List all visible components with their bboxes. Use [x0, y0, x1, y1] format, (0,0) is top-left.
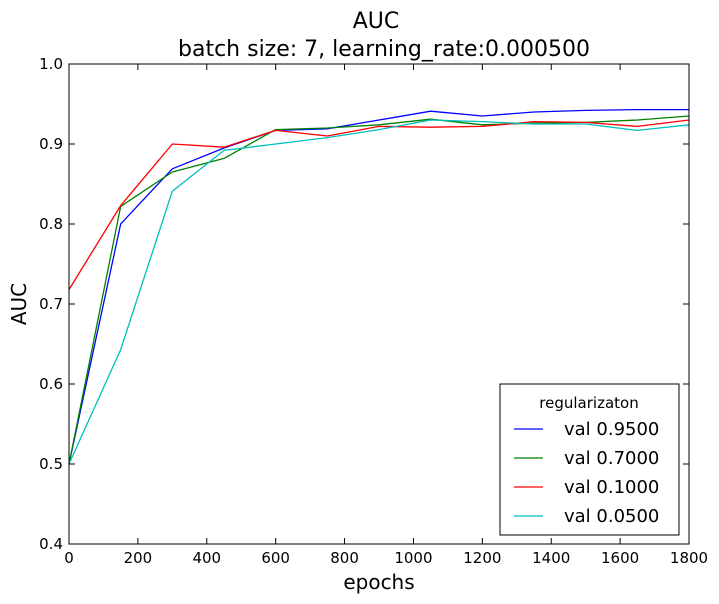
y-tick-label: 1.0	[39, 55, 63, 73]
x-tick-label: 1600	[601, 549, 639, 567]
y-axis: 0.4 0.5 0.6 0.7 0.8 0.9 1.0	[39, 55, 689, 553]
legend-entries: val 0.9500 val 0.7000 val 0.1000 val 0.0500	[514, 419, 659, 527]
x-tick-label: 600	[261, 549, 290, 567]
legend-label-4: val 0.0500	[564, 506, 659, 527]
y-tick-label: 0.5	[39, 455, 63, 473]
x-tick-label: 0	[64, 549, 74, 567]
x-tick-label: 1800	[670, 549, 708, 567]
chart-subtitle: batch size: 7, learning_rate:0.000500	[178, 37, 590, 62]
chart-title: AUC	[353, 9, 400, 34]
y-tick-label: 0.6	[39, 375, 63, 393]
y-tick-label: 0.9	[39, 135, 63, 153]
x-tick-label: 400	[192, 549, 221, 567]
legend-title: regularizaton	[539, 394, 638, 412]
y-tick-label: 0.8	[39, 215, 63, 233]
x-tick-label: 1400	[532, 549, 570, 567]
x-axis: 0 200 400 600 800 1000 1200 1400 1600 1800	[64, 64, 708, 567]
legend-label-2: val 0.7000	[564, 448, 659, 469]
x-tick-label: 1000	[394, 549, 432, 567]
y-tick-label: 0.7	[39, 295, 63, 313]
legend-label-1: val 0.9500	[564, 419, 659, 440]
y-axis-label: AUC	[7, 283, 31, 325]
series-line-3	[68, 119, 690, 290]
series-line-1	[68, 108, 689, 465]
legend-label-3: val 0.1000	[564, 477, 659, 498]
series-line-4	[68, 119, 690, 465]
x-tick-label: 200	[124, 549, 153, 567]
x-tick-label: 800	[330, 549, 359, 567]
x-tick-label: 1200	[463, 549, 501, 567]
x-axis-label: epochs	[343, 570, 414, 594]
y-tick-label: 0.4	[39, 535, 63, 553]
series-layer	[68, 108, 690, 465]
legend-box	[499, 383, 680, 536]
